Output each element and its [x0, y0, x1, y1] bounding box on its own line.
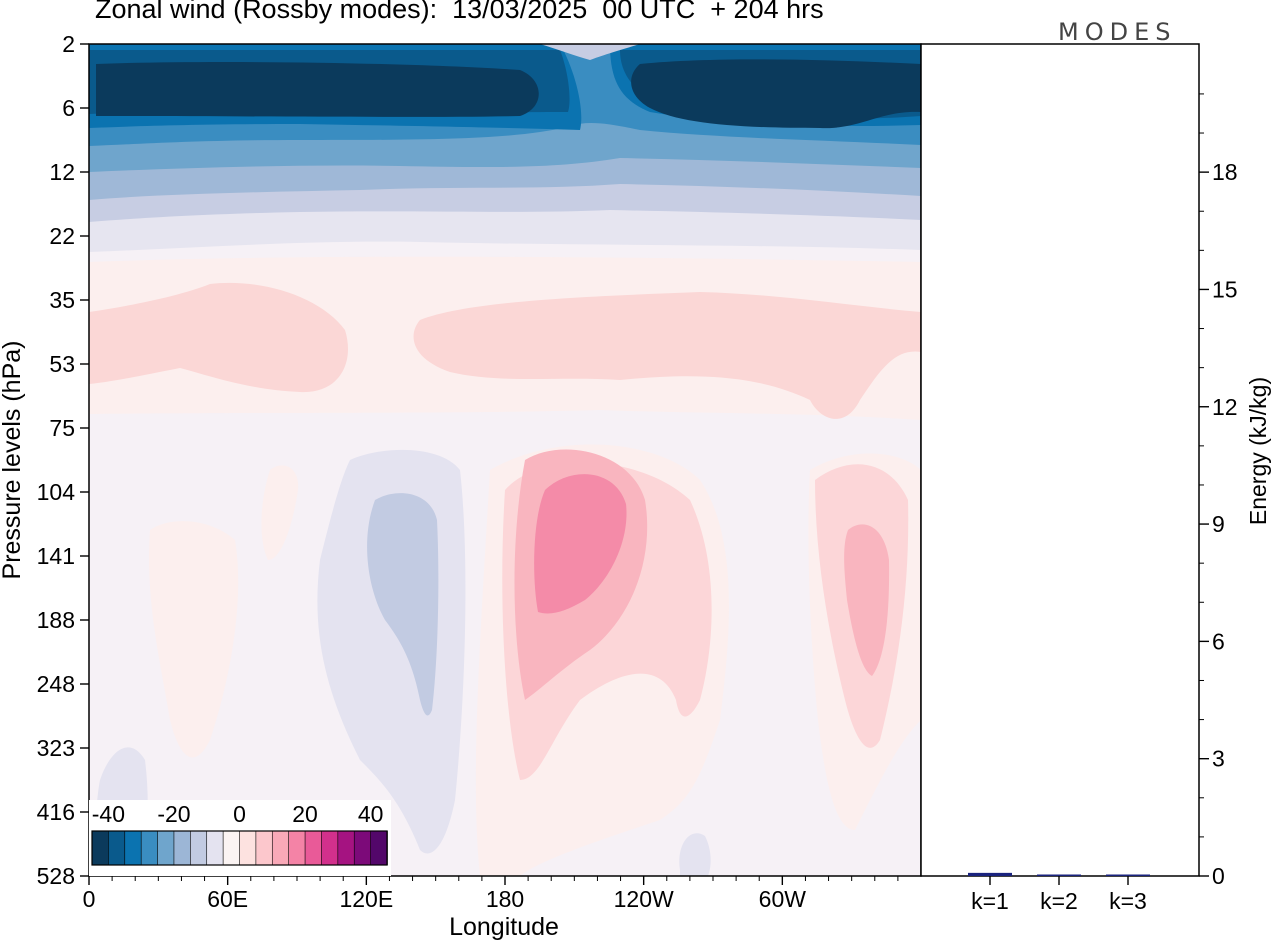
colorbar-label: -40 [92, 801, 125, 827]
energy-bar [968, 872, 1012, 876]
y-axis-label: Pressure levels (hPa) [0, 341, 26, 580]
energy-tick-label: 6 [1212, 628, 1225, 654]
colorbar-labels: -40 -20 0 20 40 [92, 801, 384, 827]
longitude-tick-label: 60W [759, 886, 807, 912]
pressure-tick-label: 104 [37, 479, 76, 505]
pressure-tick-label: 22 [49, 223, 75, 249]
pressure-tick-label: 141 [37, 543, 75, 569]
pressure-tick-label: 528 [37, 863, 75, 889]
colorbar-label: 40 [358, 801, 384, 827]
colorbar-swatch [108, 830, 126, 866]
colorbar-swatch [337, 830, 356, 866]
colorbar-swatch [222, 830, 241, 866]
colorbar-swatch [255, 830, 274, 866]
colorbar-swatch [304, 830, 323, 866]
colorbar-frame [91, 830, 388, 866]
chart-title: Zonal wind (Rossby modes): 13/03/2025 00… [95, 0, 824, 24]
pressure-tick-label: 248 [37, 671, 75, 697]
energy-tick-label: 0 [1212, 863, 1225, 889]
longitude-tick-label: 120W [614, 886, 674, 912]
colorbar-swatch [321, 830, 339, 866]
pressure-tick-label: 323 [37, 735, 75, 761]
energy-tick-label: 9 [1212, 511, 1225, 537]
energy-bar [1037, 874, 1081, 876]
tropo-blue [367, 493, 439, 716]
colorbar-label: 0 [233, 801, 246, 827]
energy-bar [1106, 874, 1150, 876]
colorbar-swatch [239, 830, 257, 866]
tropo-rose-west [844, 524, 890, 676]
pressure-tick-label: 416 [37, 799, 75, 825]
longitude-axis: 0 60E 120E 180 120W 60W [83, 876, 899, 912]
modes-logo: MODES [1058, 18, 1177, 46]
colorbar: -40 -20 0 20 40 [89, 800, 391, 876]
tropo-pale-pink-east [149, 521, 239, 758]
energy-bar-label: k=3 [1109, 888, 1147, 914]
tropo-core-centre [534, 474, 627, 614]
tropo-pale-pink-small [261, 465, 299, 560]
band-pink-west [413, 292, 921, 419]
colorbar-swatch [140, 830, 159, 866]
x-axis-label: Longitude [449, 913, 559, 941]
pressure-tick-label: 188 [37, 607, 75, 633]
energy-plot-frame [920, 43, 1200, 877]
energy-bar-label: k=2 [1040, 888, 1078, 914]
pressure-axis: 2 6 12 22 35 53 75 104 141 188 248 323 416 528 [37, 31, 89, 889]
energy-bar-labels: k=1 k=2 k=3 [971, 876, 1147, 914]
energy-tick-label: 18 [1212, 159, 1238, 185]
colorbar-swatches [91, 830, 388, 866]
colorbar-label: 20 [292, 801, 318, 827]
longitude-tick-label: 60E [207, 886, 248, 912]
energy-axis-label: Energy (kJ/kg) [1245, 377, 1271, 525]
surface-blue-w [679, 833, 711, 876]
colorbar-swatch [288, 830, 306, 866]
strat-core-east [96, 62, 539, 117]
energy-bars [968, 872, 1150, 876]
pressure-tick-label: 2 [62, 31, 75, 57]
longitude-tick-label: 180 [486, 886, 524, 912]
colorbar-swatch [91, 830, 110, 866]
colorbar-swatch [124, 830, 142, 866]
pressure-tick-label: 35 [49, 287, 75, 313]
colorbar-label: -20 [157, 801, 190, 827]
energy-tick-label: 12 [1212, 394, 1238, 420]
energy-tick-label: 15 [1212, 276, 1238, 302]
colorbar-swatch [353, 830, 372, 866]
pressure-tick-label: 53 [49, 351, 75, 377]
wind-contour-field [89, 44, 921, 876]
energy-bar-label: k=1 [971, 888, 1009, 914]
colorbar-swatch [206, 830, 224, 866]
pressure-tick-label: 75 [49, 415, 75, 441]
colorbar-swatch [173, 830, 192, 866]
energy-tick-label: 3 [1212, 746, 1225, 772]
band-pink-east [89, 282, 348, 393]
colorbar-swatch [190, 830, 208, 866]
strat-top-pale [540, 44, 640, 60]
energy-axis: 0 3 6 9 12 15 18 [1199, 93, 1238, 889]
strat-core-west [631, 59, 921, 129]
longitude-tick-label: 0 [83, 886, 96, 912]
colorbar-swatch [370, 830, 388, 866]
pressure-tick-label: 6 [62, 95, 75, 121]
colorbar-swatch [157, 830, 175, 866]
longitude-tick-label: 120E [339, 886, 393, 912]
pressure-tick-label: 12 [49, 159, 75, 185]
colorbar-swatch [271, 830, 290, 866]
